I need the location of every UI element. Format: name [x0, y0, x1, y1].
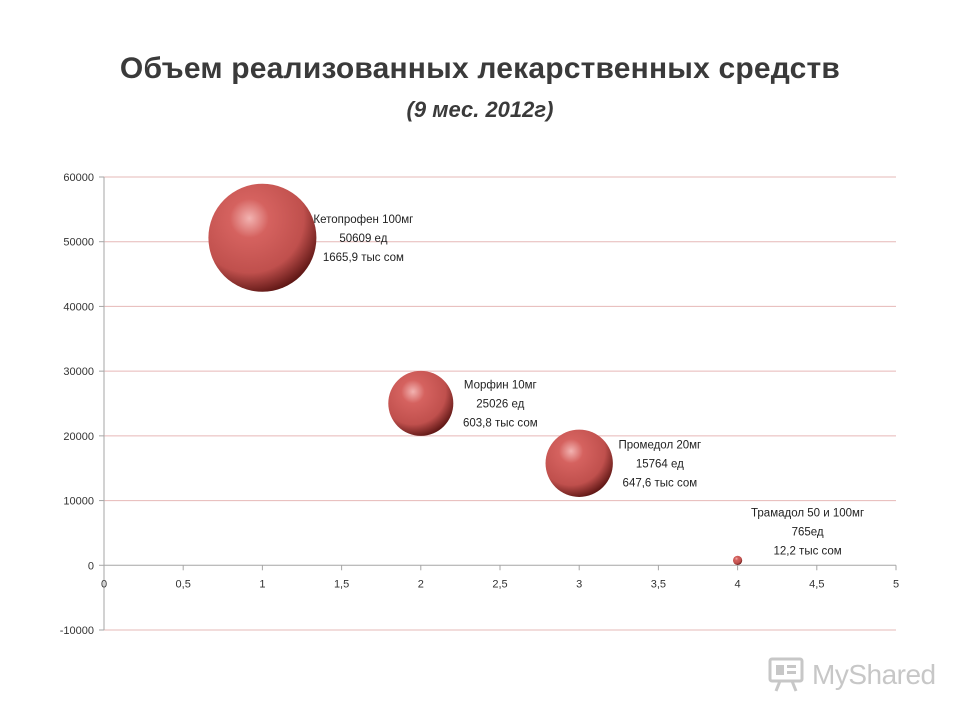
x-tick-label: 5: [893, 578, 899, 590]
bubble-label: 15764 ед: [636, 458, 684, 470]
bubble-label: 647,6 тыс сом: [623, 477, 698, 489]
x-tick-label: 2,5: [492, 578, 507, 590]
bubble-label: Промедол 20мг: [618, 439, 701, 451]
watermark-text: MyShared: [812, 659, 936, 690]
bubble-label: Трамадол 50 и 100мг: [751, 507, 864, 519]
bubble-label: Кетопрофен 100мг: [313, 214, 413, 226]
x-tick-label: 3,5: [651, 578, 666, 590]
x-tick-label: 1,5: [334, 578, 349, 590]
bubble-label: 25026 ед: [476, 398, 524, 410]
bubble-label: 603,8 тыс сом: [463, 417, 538, 429]
bubble-label: 50609 ед: [339, 233, 387, 245]
chart-subtitle: (9 мес. 2012г): [406, 97, 554, 122]
bubble: [732, 555, 743, 565]
bubble: [208, 183, 317, 292]
x-tick-label: 2: [418, 578, 424, 590]
bubble-label: 1665,9 тыс сом: [323, 252, 404, 264]
bubble: [545, 429, 613, 497]
y-tick-label: 0: [88, 560, 94, 572]
bubble-labels: Кетопрофен 100мг 50609 ед 1665,9 тыс сом Мо…: [313, 214, 864, 558]
gridlines: [104, 176, 896, 631]
y-tick-label: -10000: [60, 625, 94, 637]
x-tick-label: 0,5: [176, 578, 191, 590]
x-tick-label: 0: [101, 578, 107, 590]
y-tick-label: 20000: [63, 431, 94, 443]
y-tick-label: 30000: [63, 366, 94, 378]
axes: 60000 50000 40000 30000 20000 10000 0 -10000 0 0,…: [60, 172, 899, 637]
bubble-label: 765ед: [792, 526, 824, 538]
projector-screen-icon: [768, 657, 804, 692]
bubbles: [208, 183, 743, 565]
y-tick-label: 10000: [63, 496, 94, 508]
x-tick-label: 3: [576, 578, 582, 590]
y-tick-label: 40000: [63, 301, 94, 313]
x-tick-label: 4: [735, 578, 741, 590]
watermark: MyShared: [766, 652, 936, 698]
x-tick-label: 1: [259, 578, 265, 590]
x-tick-label: 4,5: [809, 578, 824, 590]
y-tick-label: 50000: [63, 237, 94, 249]
bubble-label: Морфин 10мг: [464, 379, 537, 391]
y-tick-label: 60000: [63, 172, 94, 184]
bubble: [388, 370, 454, 436]
bubble-label: 12,2 тыс сом: [773, 545, 841, 557]
chart-title: Объем реализованных лекарственных средст…: [119, 52, 841, 85]
